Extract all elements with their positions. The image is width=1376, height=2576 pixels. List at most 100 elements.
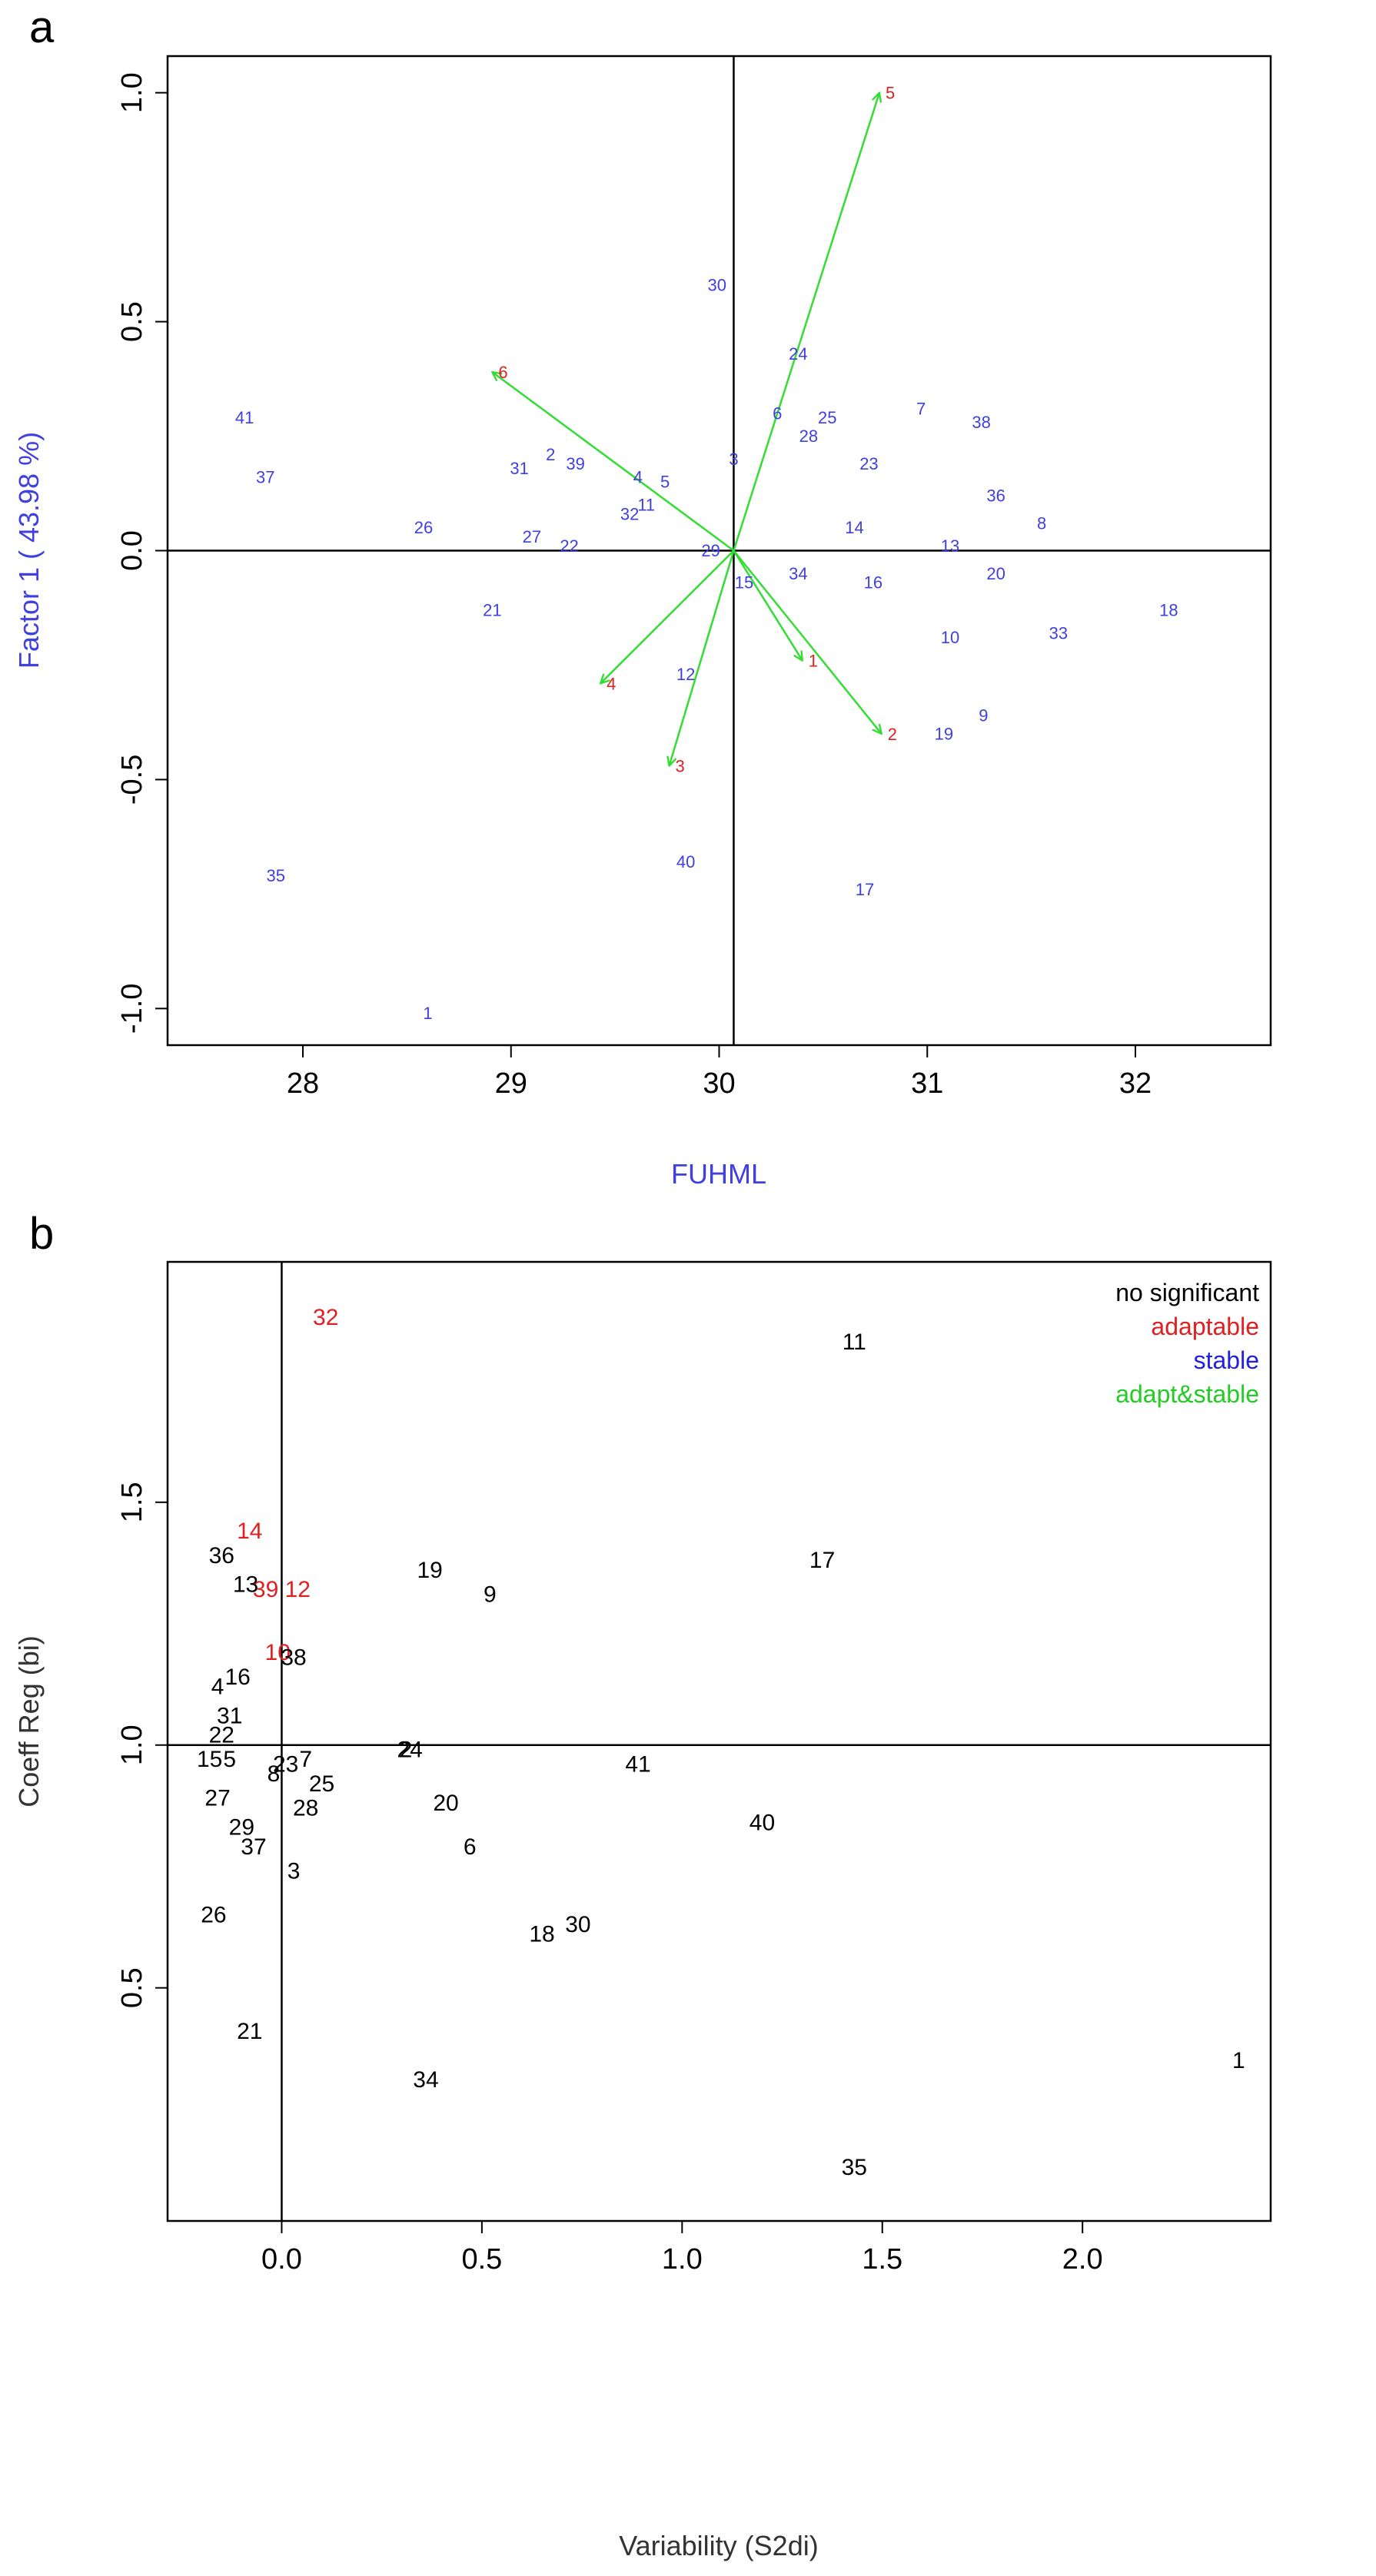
plot-frame-b	[166, 1260, 1272, 2222]
y-tick-label: 0.5	[116, 301, 148, 342]
point-label: 5	[223, 1747, 236, 1772]
point-label: 32	[620, 504, 639, 523]
point-label: 29	[229, 1815, 254, 1841]
point-label: 35	[842, 2155, 867, 2180]
point-label: 35	[267, 866, 285, 885]
panel-letter-b: b	[29, 1209, 54, 1259]
point-label: 17	[809, 1548, 835, 1573]
point-label: 22	[560, 536, 578, 556]
point-label: 15	[735, 573, 753, 593]
axis-ticks-b: 0.0 0.5 1.0 1.5 2.0 0.5 1.0 1.5	[116, 1482, 1103, 2276]
point-label: 30	[565, 1912, 590, 1937]
point-label: 38	[281, 1645, 306, 1670]
point-label: 7	[299, 1747, 312, 1772]
point-label: 6	[464, 1834, 477, 1860]
point-label: 21	[237, 2019, 262, 2044]
point-label: 13	[233, 1572, 258, 1598]
x-tick-label: 0.5	[461, 2243, 502, 2276]
point-label: 5	[660, 473, 670, 492]
point-label: 29	[701, 541, 720, 560]
factor-arrow	[733, 549, 802, 661]
y-tick-label: 1.5	[116, 1482, 148, 1522]
y-tick-label: 0.5	[116, 1967, 148, 2008]
point-label: 14	[237, 1519, 262, 1544]
factor-arrow	[670, 550, 735, 766]
point-label: 19	[417, 1558, 442, 1583]
point-label: 33	[1049, 623, 1068, 642]
point-label: 36	[209, 1543, 234, 1569]
point-label: 10	[265, 1640, 291, 1665]
point-label: 40	[676, 852, 695, 871]
point-label: 31	[217, 1703, 242, 1728]
y-tick-label: 1.0	[116, 1725, 148, 1765]
point-label: 1	[423, 1004, 432, 1023]
x-tick-label: 30	[703, 1067, 735, 1100]
point-label: 30	[708, 275, 726, 294]
point-label: 41	[625, 1752, 650, 1778]
point-label: 39	[566, 454, 584, 473]
y-tick-label: 1.0	[116, 72, 148, 113]
point-label: 26	[201, 1902, 226, 1927]
y-tick-label: -0.5	[116, 755, 148, 805]
factor-arrow-label: 4	[607, 674, 616, 693]
factor-arrow	[733, 93, 879, 551]
factor-arrow	[492, 372, 735, 552]
factor-arrow-label: 5	[886, 84, 895, 103]
point-label: 20	[433, 1791, 458, 1816]
legend-entry: stable	[1194, 1346, 1259, 1374]
point-label: 2	[400, 1738, 413, 1763]
y-axis-label-b: Coeff Reg (bi)	[13, 1635, 45, 1807]
point-label: 40	[749, 1810, 775, 1835]
point-label: 28	[799, 427, 818, 446]
x-tick-label: 2.0	[1062, 2243, 1103, 2276]
point-label: 9	[979, 706, 988, 725]
point-label: 12	[285, 1577, 311, 1602]
reference-lines-b	[168, 1262, 1271, 2221]
point-label: 34	[413, 2067, 438, 2093]
factor-arrow-label: 3	[676, 757, 685, 776]
legend-entry: adaptable	[1151, 1313, 1259, 1340]
point-label: 11	[637, 495, 655, 514]
point-label: 16	[224, 1665, 250, 1690]
x-tick-label: 29	[495, 1067, 527, 1100]
point-label: 41	[235, 408, 254, 427]
point-label: 15	[197, 1747, 222, 1772]
point-label: 23	[273, 1752, 298, 1778]
point-label: 6	[773, 403, 782, 423]
factor-arrow-label: 2	[888, 725, 897, 744]
point-label: 36	[986, 486, 1005, 506]
point-label: 32	[313, 1305, 338, 1330]
point-label: 10	[941, 628, 959, 647]
x-tick-label: 1.5	[862, 2243, 902, 2276]
y-tick-label: -1.0	[116, 984, 148, 1034]
point-label: 28	[293, 1795, 318, 1821]
point-label: 26	[414, 518, 433, 537]
point-label: 14	[845, 518, 863, 537]
legend-b: no significant adaptable stable adapt&st…	[1115, 1279, 1259, 1408]
x-tick-label: 1.0	[662, 2243, 703, 2276]
point-label: 17	[856, 880, 874, 899]
point-label: 3	[729, 450, 738, 469]
legend-entry: no significant	[1115, 1279, 1259, 1306]
point-label: 2	[546, 445, 555, 464]
point-label: 16	[864, 573, 882, 593]
point-label: 25	[309, 1771, 334, 1797]
x-axis-label-a: FUHML	[671, 1158, 766, 1190]
point-label: 39	[253, 1577, 278, 1602]
point-label: 23	[859, 454, 878, 473]
y-tick-label: 0.0	[116, 530, 148, 571]
point-label: 25	[818, 408, 836, 427]
point-label: 38	[972, 413, 990, 432]
point-label: 12	[676, 665, 695, 684]
factor-arrow	[600, 549, 735, 684]
factor-arrow	[733, 549, 881, 734]
point-label: 37	[256, 468, 274, 487]
factor-arrow-label: 1	[809, 652, 818, 671]
point-label: 24	[397, 1738, 422, 1763]
axis-ticks-a: 28 29 30 31 32-1.0-0.50.00.51.0	[116, 72, 1152, 1100]
point-label: 11	[843, 1329, 866, 1355]
